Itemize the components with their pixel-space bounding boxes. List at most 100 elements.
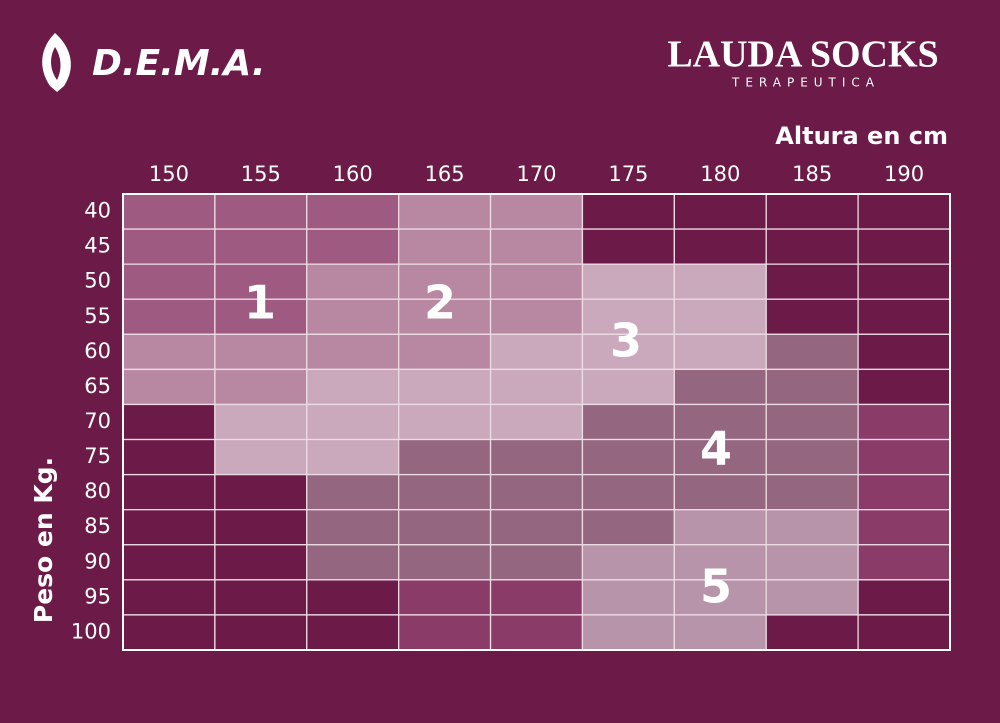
cell [765, 263, 859, 300]
cell [489, 298, 584, 335]
cell [673, 509, 767, 546]
cell [489, 368, 584, 406]
cell [581, 544, 675, 581]
cell [489, 579, 584, 616]
cell [398, 368, 492, 406]
cell [398, 544, 492, 581]
cell [122, 544, 216, 581]
cell [398, 614, 492, 651]
row-header: 65 [84, 374, 111, 398]
cell [122, 298, 216, 335]
cell [581, 403, 675, 441]
zone-labels: 1 2 3 4 5 [244, 276, 732, 614]
cell [122, 333, 216, 371]
cell [489, 614, 584, 651]
row-header: 85 [84, 514, 111, 538]
row-header: 90 [84, 549, 111, 573]
column-header: 175 [608, 162, 648, 186]
cell [306, 263, 400, 300]
cell [122, 193, 216, 230]
zone-label: 2 [424, 276, 456, 330]
cell [765, 298, 859, 335]
row-header: 40 [84, 199, 111, 223]
brand-right: LAUDA SOCKS [667, 34, 938, 76]
cell [214, 263, 308, 300]
cell [581, 263, 675, 300]
cell [857, 298, 951, 335]
column-title: Altura en cm [775, 122, 948, 150]
cell [214, 368, 308, 406]
cell [122, 614, 216, 651]
cell [581, 509, 675, 546]
cell [673, 228, 767, 265]
column-header: 185 [792, 162, 832, 186]
cell [122, 473, 216, 511]
cell [122, 509, 216, 546]
cell [214, 228, 308, 265]
cell [306, 403, 400, 441]
cell [489, 544, 584, 581]
zone-label: 5 [700, 560, 732, 614]
row-title: Peso en Kg. [29, 457, 58, 623]
row-header: 60 [84, 339, 111, 363]
cell [306, 228, 400, 265]
cell [765, 579, 859, 616]
cell [673, 193, 767, 230]
cell [857, 403, 951, 441]
row-header: 45 [84, 234, 111, 258]
row-header: 50 [84, 269, 111, 293]
brand-left: D.E.M.A. [92, 43, 266, 84]
column-header: 165 [425, 162, 465, 186]
cell [581, 473, 675, 511]
column-header: 160 [333, 162, 373, 186]
cell [857, 614, 951, 651]
cell [398, 473, 492, 511]
cell [765, 403, 859, 441]
column-header: 170 [516, 162, 556, 186]
cell [306, 298, 400, 335]
cell [581, 368, 675, 406]
cell [765, 193, 859, 230]
row-header: 70 [84, 409, 111, 433]
cell [306, 614, 400, 651]
cell [306, 473, 400, 511]
cell [581, 614, 675, 651]
cell [489, 228, 584, 265]
cell [765, 228, 859, 265]
cell [857, 509, 951, 546]
column-header: 180 [700, 162, 740, 186]
row-header: 80 [84, 479, 111, 503]
cell [122, 263, 216, 300]
cell [398, 193, 492, 230]
cell [122, 403, 216, 441]
cell [214, 193, 308, 230]
cell [306, 438, 400, 476]
grid-border [122, 193, 951, 651]
cell [581, 228, 675, 265]
zone-label: 4 [700, 422, 732, 476]
cell [673, 263, 767, 300]
cell [489, 438, 584, 476]
cell [306, 509, 400, 546]
cell [398, 438, 492, 476]
cell [765, 544, 859, 581]
grid: 150 155 160 165 170 175 180 185 1904045505560657… [71, 162, 951, 651]
cell [214, 403, 308, 441]
cell [489, 473, 584, 511]
row-header: 75 [84, 444, 111, 468]
cell [857, 438, 951, 476]
cell [857, 333, 951, 371]
cell [765, 473, 859, 511]
cell [765, 614, 859, 651]
logo-icon [42, 33, 71, 92]
cell [214, 614, 308, 651]
cell [673, 333, 767, 371]
cell [122, 228, 216, 265]
cell [857, 193, 951, 230]
cell [214, 509, 308, 546]
cell [214, 333, 308, 371]
cell [765, 438, 859, 476]
cell [765, 333, 859, 371]
row-header: 95 [84, 584, 111, 608]
